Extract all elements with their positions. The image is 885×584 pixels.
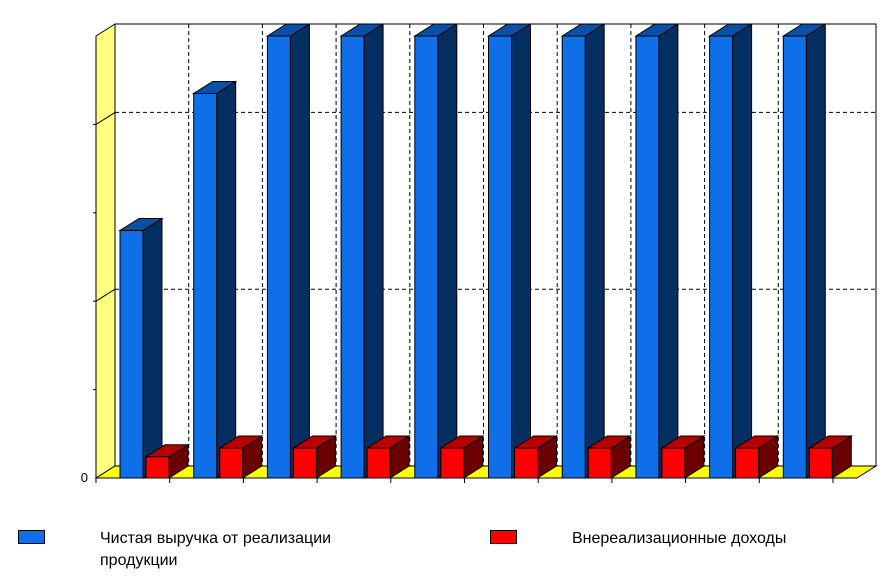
- bar-series-1-6: [486, 23, 533, 479]
- legend-swatch-series-2: [490, 530, 517, 544]
- bar-series-1-7: [560, 23, 606, 479]
- left-wall: [95, 23, 116, 479]
- grid-line-wall: [95, 111, 116, 125]
- y-tick-label-0: 0: [81, 470, 88, 485]
- bar-series-1-10: [781, 23, 828, 479]
- grid-line-wall: [95, 288, 116, 302]
- bar-series-2-6: [512, 435, 559, 479]
- bar-series-1-5: [413, 23, 459, 479]
- bars: [118, 23, 854, 479]
- bar-series-2-5: [439, 435, 485, 479]
- bar-series-1-1: [118, 217, 164, 479]
- bar-series-1-2: [191, 80, 238, 479]
- bar-series-2-7: [586, 435, 632, 479]
- bar-series-2-3: [291, 435, 338, 479]
- bar-series-1-8: [634, 23, 680, 479]
- bar-series-1-3: [265, 23, 312, 479]
- bar-series-2-4: [365, 435, 411, 479]
- bar-series-2-9: [733, 435, 780, 479]
- bar-series-1-4: [339, 23, 385, 479]
- legend-label-series-2: Внереализационные доходы: [572, 530, 787, 547]
- legend-swatch-series-1: [18, 530, 45, 544]
- legend-item-series-2: Внереализационные доходы: [490, 528, 872, 550]
- bar-series-2-8: [660, 435, 706, 479]
- grid-lines: [95, 24, 876, 466]
- bar-series-2-10: [807, 435, 854, 479]
- legend-item-series-1: Чистая выручка от реализации продукции: [18, 528, 400, 572]
- bar-series-2-2: [217, 435, 264, 479]
- bar-series-1-9: [707, 23, 754, 479]
- legend-label-series-1: Чистая выручка от реализации продукции: [100, 530, 332, 569]
- bar-series-2-1: [144, 443, 190, 479]
